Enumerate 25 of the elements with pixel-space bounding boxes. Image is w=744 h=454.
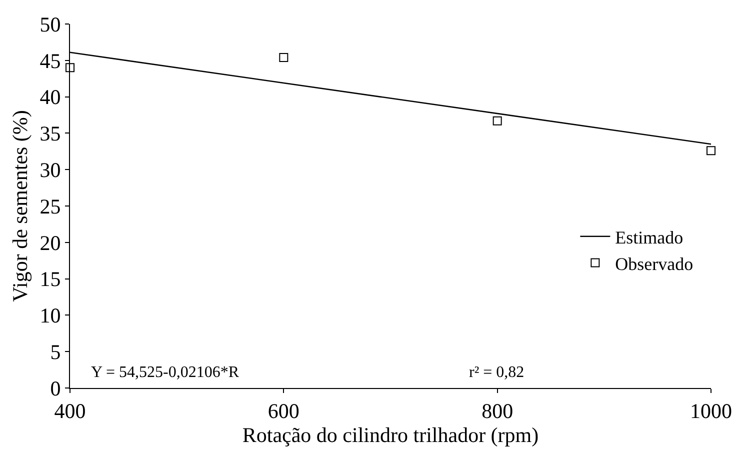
x-axis-title: Rotação do cilindro trilhador (rpm) [242,423,539,448]
annotation: r² = 0,82 [469,364,524,381]
y-tick-label: 30 [40,158,61,182]
y-tick-label: 15 [40,267,61,292]
x-tick-label: 600 [268,399,300,424]
x-tick-label: 1000 [690,399,732,424]
point [279,52,288,62]
y-tick-label: 5 [50,340,61,364]
point [492,116,502,126]
legend-label: Estimado [615,227,684,248]
x-tick-label: 800 [482,399,514,424]
y-tick-label: 35 [40,122,61,146]
y-tick-label: 10 [40,304,61,328]
y-tick-label: 25 [40,194,61,218]
y-axis-title: Vigor de sementes (%) [8,110,32,302]
y-tick-label: 40 [40,85,61,110]
y-tick-label: 20 [40,230,61,255]
point [706,146,716,156]
y-tick-label: 45 [40,48,61,73]
x-tick-label: 400 [54,399,86,424]
legend-label: Observado [615,254,694,274]
y-tick-label: 50 [40,12,61,36]
y-tick-label: 0 [50,376,61,400]
annotation: Y = 54,525-0,02106*R [91,364,240,381]
point [66,63,74,72]
